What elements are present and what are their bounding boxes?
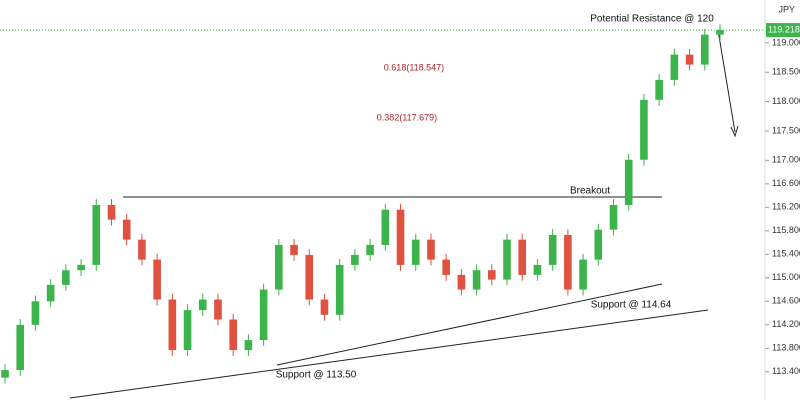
candle-body — [700, 34, 709, 65]
arrow — [717, 29, 736, 133]
candle-body — [138, 239, 146, 260]
symbol: JPY — [778, 4, 795, 14]
candle-body — [533, 264, 542, 275]
annotation: Support @ 113.50 — [276, 370, 357, 381]
last-price-label: 119.218 — [768, 24, 800, 34]
candle-body — [427, 239, 435, 260]
y-tick-label: 115.800 — [772, 225, 800, 235]
candle-body — [183, 310, 192, 351]
arrow-head — [730, 125, 739, 138]
candle-body — [488, 270, 496, 280]
y-tick-label: 113.800 — [772, 343, 800, 353]
candle-body — [122, 219, 131, 240]
y-tick-label: 116.200 — [772, 202, 800, 212]
candle-body — [548, 234, 557, 265]
annotation: Breakout — [570, 186, 610, 197]
candle-body — [655, 79, 663, 100]
candle-body — [564, 234, 572, 290]
candle-body — [198, 299, 207, 311]
y-tick-label: 117.500 — [772, 125, 800, 135]
y-tick-label: 118.000 — [772, 96, 800, 106]
candle-body — [335, 264, 344, 315]
candle-body — [107, 204, 116, 220]
candle-body — [442, 259, 450, 275]
candle-body — [62, 270, 70, 285]
candle-body — [716, 29, 724, 35]
candle-body — [609, 204, 618, 230]
y-tick-label: 117.000 — [772, 155, 800, 165]
candle-body — [594, 229, 603, 260]
candle-body — [244, 340, 253, 351]
candle-body — [396, 209, 405, 265]
annotation: Potential Resistance @ 120 — [590, 14, 714, 25]
y-tick-label: 115.000 — [772, 272, 800, 282]
y-tick-label: 118.500 — [772, 67, 800, 77]
candle-body — [579, 259, 587, 290]
trendline — [69, 309, 709, 399]
y-tick-label: 114.200 — [772, 319, 800, 329]
y-tick-label: 116.600 — [772, 178, 800, 188]
fib-label: 0.382(117.679) — [377, 112, 437, 122]
candle-body — [624, 159, 633, 205]
candle-body — [472, 270, 481, 290]
candle-body — [518, 239, 527, 275]
fib-label: 0.618(118.547) — [384, 62, 444, 72]
annotation: Support @ 114.64 — [591, 300, 672, 311]
candle-body — [214, 299, 222, 320]
trendline — [276, 283, 663, 366]
y-tick-label: 115.400 — [772, 249, 800, 259]
candle-body — [1, 370, 9, 378]
candle-body — [685, 54, 694, 65]
candle-body — [229, 319, 237, 351]
candle-body — [457, 274, 466, 290]
candle-body — [46, 284, 55, 302]
candle-body — [275, 244, 283, 290]
candle-body — [670, 54, 679, 80]
candle-body — [320, 299, 329, 315]
candle-body — [31, 301, 40, 325]
candle-body — [290, 244, 298, 255]
y-tick-label: 114.600 — [772, 296, 800, 306]
candle-body — [411, 239, 420, 265]
candle-body — [351, 254, 359, 265]
last-price-box — [766, 23, 800, 38]
candle-body — [305, 254, 314, 300]
candle-body — [503, 239, 511, 280]
candle-body — [640, 99, 648, 160]
candle-body — [259, 289, 268, 341]
candle-body — [77, 264, 85, 271]
y-tick-label: 119.000 — [772, 37, 800, 47]
y-tick-label: 113.400 — [772, 366, 800, 376]
candle-body — [168, 299, 177, 351]
candle-body — [92, 204, 101, 265]
candle-body — [16, 324, 25, 371]
candle-body — [366, 244, 374, 255]
candle-body — [381, 209, 390, 245]
candle-body — [153, 259, 161, 300]
